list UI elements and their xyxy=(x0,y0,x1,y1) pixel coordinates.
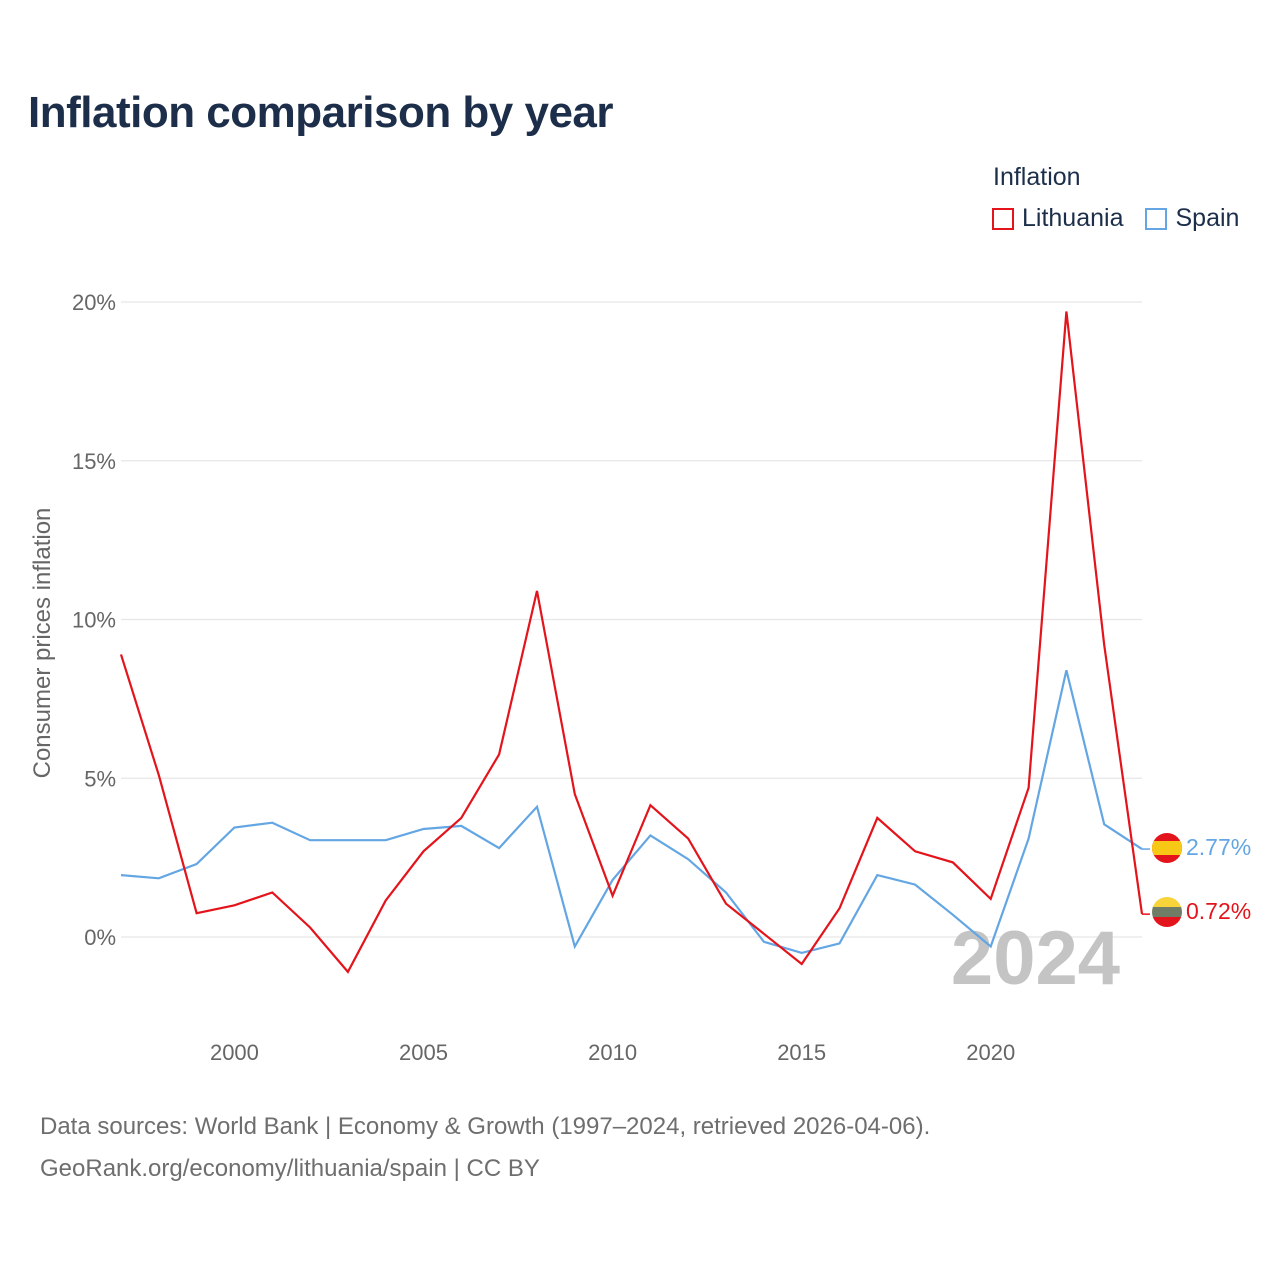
y-tick-label: 10% xyxy=(72,608,116,633)
series-line-lithuania[interactable] xyxy=(119,311,1144,974)
series-line-spain[interactable] xyxy=(120,670,1143,955)
grid-lines xyxy=(121,301,1142,938)
x-axis: 2000 2005 2010 2015 2020 xyxy=(210,1040,1015,1065)
y-tick-label: 0% xyxy=(84,925,116,950)
chart-title: Inflation comparison by year xyxy=(28,88,614,137)
year-annotation: 2024 xyxy=(951,916,1120,1001)
y-axis: 0% 5% 10% 15% 20% xyxy=(72,290,116,950)
spain-flag-icon xyxy=(1152,833,1182,863)
data-source: Data sources: World Bank | Economy & Gro… xyxy=(40,1106,930,1190)
y-tick-label: 5% xyxy=(84,766,116,791)
legend-label-spain: Spain xyxy=(1175,204,1240,232)
legend-label-lithuania: Lithuania xyxy=(1022,204,1124,232)
x-tick-label: 2020 xyxy=(966,1040,1015,1065)
spain-end-label: 2.77% xyxy=(1186,834,1251,860)
series-lines xyxy=(119,311,1150,974)
source-link[interactable]: GeoRank.org/economy/lithuania/spain | CC… xyxy=(40,1155,540,1182)
x-tick-label: 2000 xyxy=(210,1040,259,1065)
legend-item-lithuania[interactable]: Lithuania xyxy=(992,204,1123,233)
x-tick-label: 2005 xyxy=(399,1040,448,1065)
y-tick-label: 20% xyxy=(72,290,116,315)
y-axis-title: Consumer prices inflation xyxy=(29,508,56,779)
legend-swatch-spain xyxy=(1145,207,1168,230)
lithuania-flag-icon xyxy=(1152,897,1182,927)
legend-swatch-lithuania xyxy=(992,207,1014,230)
legend-item-spain[interactable]: Spain xyxy=(1145,204,1239,233)
legend: Lithuania Spain xyxy=(992,204,1239,233)
y-tick-label: 15% xyxy=(72,449,116,474)
x-tick-label: 2010 xyxy=(588,1040,637,1065)
x-tick-label: 2015 xyxy=(777,1040,826,1065)
legend-title: Inflation xyxy=(993,163,1081,191)
lithuania-end-label: 0.72% xyxy=(1186,898,1251,924)
source-line: Data sources: World Bank | Economy & Gro… xyxy=(40,1113,931,1140)
